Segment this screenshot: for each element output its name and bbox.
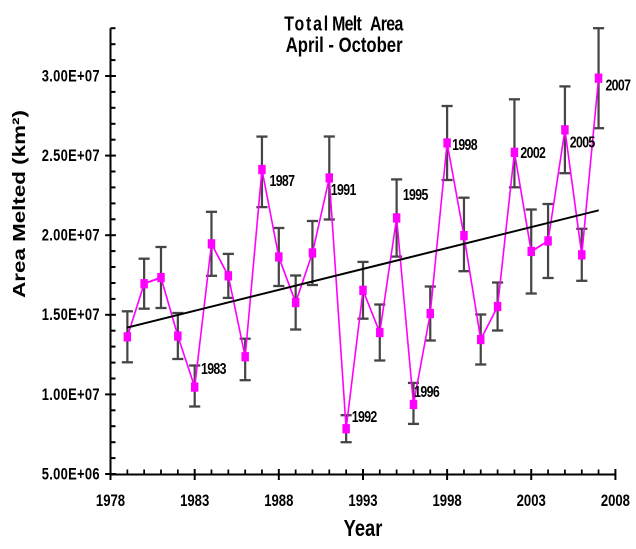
svg-text:1978: 1978 <box>96 493 125 511</box>
svg-text:1995: 1995 <box>403 186 429 204</box>
svg-text:2.50E+07: 2.50E+07 <box>42 148 100 166</box>
svg-text:1993: 1993 <box>348 493 377 511</box>
svg-text:2003: 2003 <box>517 493 546 511</box>
svg-text:1992: 1992 <box>352 407 378 425</box>
svg-text:5.00E+06: 5.00E+06 <box>42 466 100 484</box>
svg-text:1983: 1983 <box>180 493 209 511</box>
svg-text:2008: 2008 <box>601 493 630 511</box>
svg-text:1.00E+07: 1.00E+07 <box>42 387 100 405</box>
svg-text:1.50E+07: 1.50E+07 <box>42 307 100 325</box>
svg-text:1998: 1998 <box>452 136 478 154</box>
svg-text:April - October: April - October <box>286 34 403 57</box>
svg-text:3.00E+07: 3.00E+07 <box>42 68 100 86</box>
svg-text:2005: 2005 <box>570 133 596 151</box>
svg-text:1988: 1988 <box>264 493 293 511</box>
svg-text:1987: 1987 <box>270 171 296 189</box>
svg-text:1996: 1996 <box>414 382 440 400</box>
svg-text:1983: 1983 <box>201 360 227 378</box>
svg-text:2002: 2002 <box>520 144 546 162</box>
svg-text:2007: 2007 <box>605 76 631 94</box>
svg-text:1991: 1991 <box>331 181 357 199</box>
svg-text:Area Melted (km²): Area Melted (km²) <box>10 110 29 298</box>
svg-text:2.00E+07: 2.00E+07 <box>42 227 100 245</box>
svg-text:1998: 1998 <box>433 493 462 511</box>
svg-text:Year: Year <box>344 516 383 541</box>
